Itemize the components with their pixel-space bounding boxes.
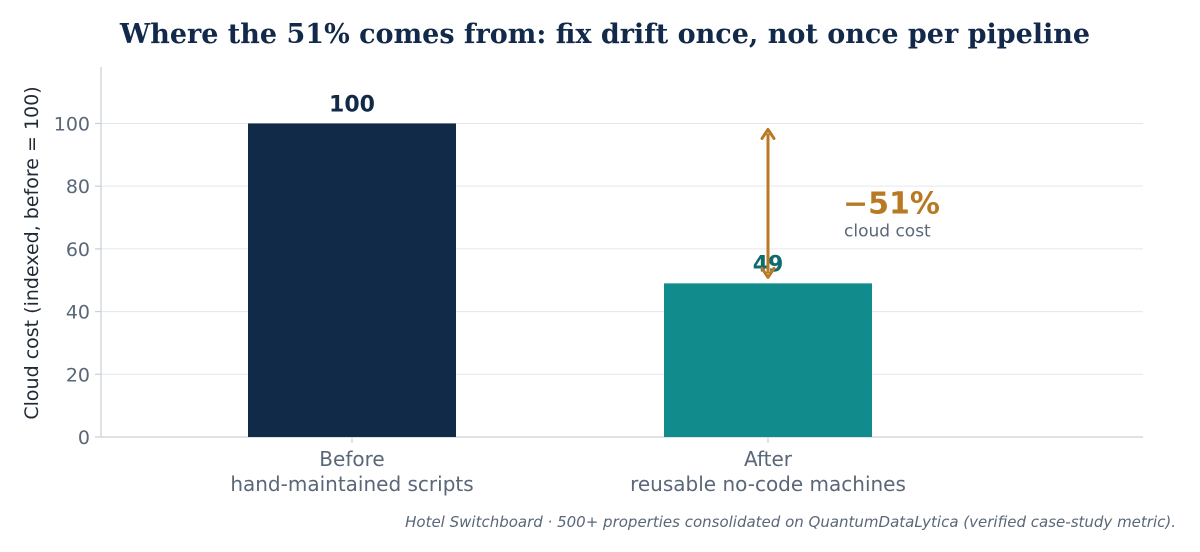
y-tick-label: 80 <box>66 176 90 198</box>
delta-annotation: −51% <box>843 186 940 221</box>
delta-annotation-subtext: cloud cost <box>844 221 931 241</box>
delta-arrow-head-up <box>760 127 776 140</box>
bar <box>664 283 872 437</box>
delta-arrow-head-down <box>760 266 776 279</box>
x-tick-label: Before hand-maintained scripts <box>230 447 473 496</box>
chart-title: Where the 51% comes from: fix drift once… <box>119 19 1090 50</box>
bar <box>248 123 456 438</box>
data-label: 100 <box>329 92 375 117</box>
y-axis-label: Cloud cost (indexed, before = 100) <box>21 86 43 419</box>
y-tick-label: 20 <box>66 364 90 386</box>
y-tick-label: 40 <box>66 302 90 324</box>
y-tick-label: 100 <box>54 113 90 135</box>
y-tick-label: 60 <box>66 239 90 261</box>
x-tick-label: After reusable no-code machines <box>630 447 906 496</box>
plot-area: 0 20 40 60 80 100 100 Before hand-maintained scr… <box>54 67 1143 496</box>
y-tick-label: 0 <box>78 427 90 449</box>
footnote: Hotel Switchboard · 500+ properties cons… <box>405 513 1176 531</box>
